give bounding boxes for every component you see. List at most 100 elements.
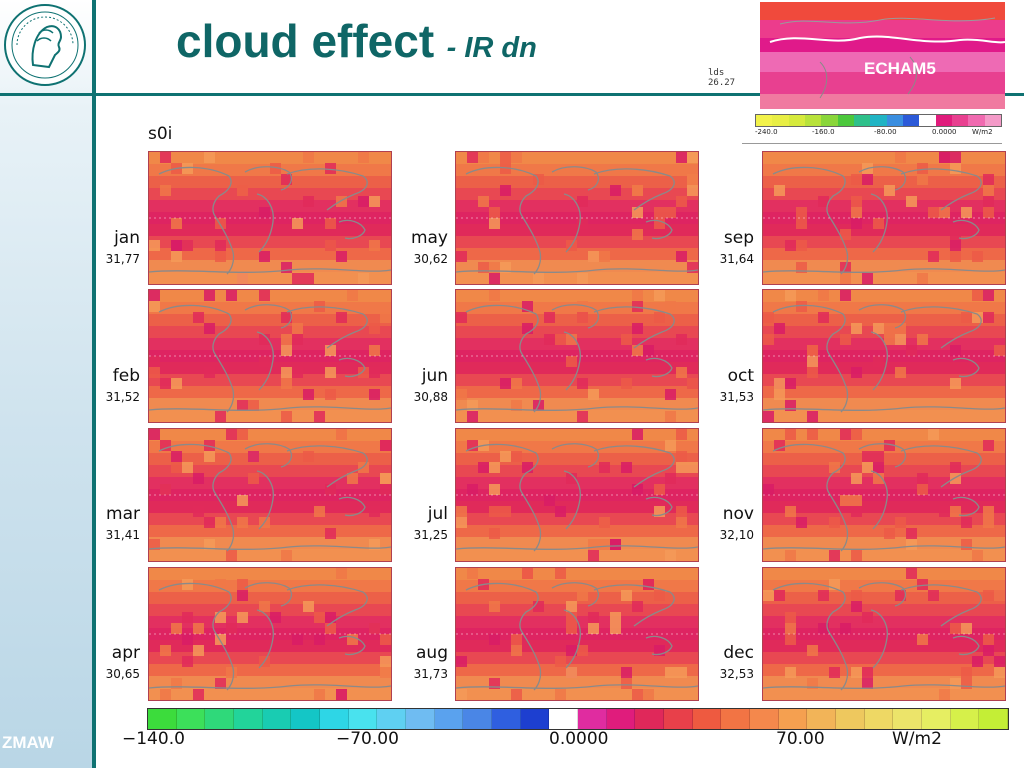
month-label-aug: aug 31,73 xyxy=(413,643,448,681)
colorbar-swatch xyxy=(893,709,923,729)
title-main: cloud effect xyxy=(176,15,435,67)
month-label-may: may 30,62 xyxy=(410,228,448,266)
colorbar-swatch xyxy=(950,709,980,729)
inset-colorbar-swatch xyxy=(919,115,936,126)
month-label-apr: apr 30,65 xyxy=(105,643,140,681)
map-field xyxy=(763,290,1005,422)
colorbar-swatch xyxy=(262,709,292,729)
map-panel-jan xyxy=(148,151,392,285)
colorbar-swatch xyxy=(578,709,607,729)
inset-colorbar-swatch xyxy=(821,115,838,126)
inset-scale-label: -240.0 xyxy=(755,128,778,136)
month-label-oct: oct 31,53 xyxy=(719,366,754,404)
colorbar-swatch xyxy=(922,709,951,729)
inset-divider xyxy=(742,143,1002,144)
map-field xyxy=(149,568,391,700)
lds-value: 26.27 xyxy=(708,78,736,88)
map-field xyxy=(149,290,391,422)
colorbar-label: 70.00 xyxy=(776,729,825,749)
colorbar-swatch xyxy=(434,709,464,729)
inset-colorbar-swatch xyxy=(870,115,887,126)
month-label-nov: nov 32,10 xyxy=(719,504,754,542)
inset-scale-label: -80.00 xyxy=(874,128,897,136)
colorbar-swatch xyxy=(692,709,722,729)
inset-scale-label: 0.0000 xyxy=(932,128,957,136)
echam5-label: ECHAM5 xyxy=(864,59,936,78)
colorbar-swatch xyxy=(205,709,235,729)
map-panel-aug xyxy=(455,567,699,701)
inset-colorbar-swatch xyxy=(968,115,985,126)
inset-colorbar-swatch xyxy=(788,115,805,126)
map-panel-dec xyxy=(762,567,1006,701)
colorbar-label: 0.0000 xyxy=(549,729,609,749)
colorbar-swatch xyxy=(406,709,435,729)
inset-scale-unit: W/m2 xyxy=(972,128,993,136)
zmaw-logo: ZMAW xyxy=(2,733,54,752)
map-panel-oct xyxy=(762,289,1006,423)
lds-label: lds xyxy=(708,68,725,78)
colorbar-unit: W/m2 xyxy=(892,729,942,749)
map-field xyxy=(763,152,1005,284)
inset-colorbar-swatch xyxy=(837,115,854,126)
month-label-jun: jun 30,88 xyxy=(413,366,448,404)
map-panel-jul xyxy=(455,428,699,562)
accent-horizontal-rule xyxy=(0,93,1024,96)
map-field xyxy=(763,429,1005,561)
map-field xyxy=(763,568,1005,700)
colorbar-swatch xyxy=(549,709,579,729)
colorbar-swatch xyxy=(176,709,206,729)
map-field xyxy=(456,568,698,700)
inset-colorbar-swatch xyxy=(951,115,969,126)
colorbar-swatch xyxy=(234,709,263,729)
colorbar-swatch xyxy=(807,709,837,729)
colorbar-swatch xyxy=(864,709,894,729)
page-title: cloud effect - IR dn xyxy=(176,14,537,68)
colorbar-label: −70.00 xyxy=(336,729,399,749)
colorbar-swatch xyxy=(721,709,751,729)
colorbar-swatch xyxy=(664,709,693,729)
map-field xyxy=(456,152,698,284)
colorbar-swatch xyxy=(291,709,321,729)
colorbar-swatch xyxy=(492,709,521,729)
map-panel-jun xyxy=(455,289,699,423)
inset-colorbar-swatch xyxy=(935,115,952,126)
map-panel-may xyxy=(455,151,699,285)
month-label-mar: mar 31,41 xyxy=(105,504,140,542)
colorbar-swatch xyxy=(348,709,378,729)
colorbar-swatch xyxy=(148,709,177,729)
map-panel-sep xyxy=(762,151,1006,285)
month-label-feb: feb 31,52 xyxy=(105,366,140,404)
inset-colorbar xyxy=(755,114,1002,127)
inset-colorbar-swatch xyxy=(984,115,1001,126)
inset-colorbar-swatch xyxy=(756,115,773,126)
inset-colorbar-swatch xyxy=(902,115,920,126)
echam5-inset-map xyxy=(760,2,1005,109)
map-panel-nov xyxy=(762,428,1006,562)
map-panel-mar xyxy=(148,428,392,562)
colorbar-swatch xyxy=(606,709,636,729)
colorbar xyxy=(147,708,1009,730)
map-field xyxy=(456,429,698,561)
colorbar-swatch xyxy=(463,709,493,729)
sidebar-band: ZMAW xyxy=(0,0,93,768)
minerva-logo-icon xyxy=(4,4,86,86)
inset-colorbar-swatch xyxy=(886,115,903,126)
month-label-dec: dec 32,53 xyxy=(719,643,754,681)
colorbar-swatch xyxy=(836,709,865,729)
colorbar-label: −140.0 xyxy=(122,729,185,749)
month-label-jan: jan 31,77 xyxy=(105,228,140,266)
colorbar-swatch xyxy=(320,709,349,729)
panel-header-s0i: s0i xyxy=(148,124,173,144)
map-panel-apr xyxy=(148,567,392,701)
colorbar-swatch xyxy=(635,709,665,729)
accent-vertical-rule xyxy=(92,0,96,768)
inset-lds-readout: lds 26.27 xyxy=(708,68,735,88)
colorbar-swatch xyxy=(750,709,779,729)
inset-scale-label: -160.0 xyxy=(812,128,835,136)
month-label-sep: sep 31,64 xyxy=(719,228,754,266)
map-field xyxy=(149,429,391,561)
month-label-jul: jul 31,25 xyxy=(413,504,448,542)
colorbar-swatch xyxy=(778,709,808,729)
colorbar-swatch xyxy=(377,709,407,729)
colorbar-swatch xyxy=(979,709,1009,729)
